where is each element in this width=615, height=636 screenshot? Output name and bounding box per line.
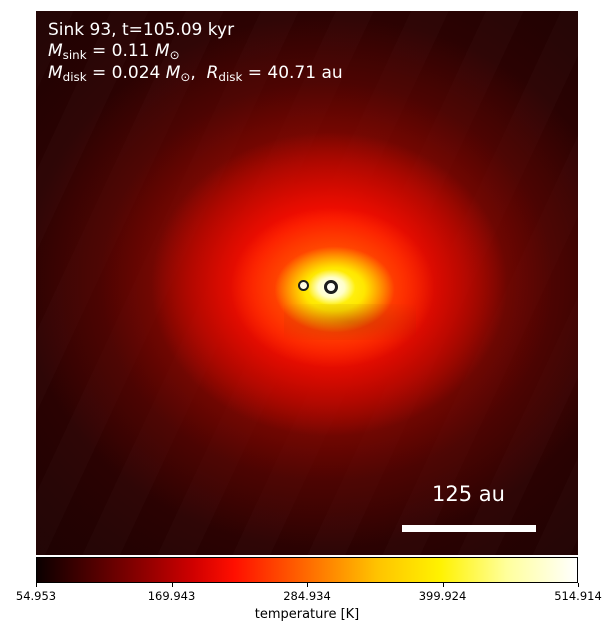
- colorbar-tick-3: [442, 583, 444, 587]
- colorbar: [36, 557, 578, 583]
- annotation-disk-mass-radius: Mdisk = 0.024 M⊙, Rdisk = 40.71 au: [48, 63, 343, 85]
- annotation-block: Sink 93, t=105.09 kyr Msink = 0.11 M⊙ Md…: [48, 20, 343, 85]
- msink-value: = 0.11: [86, 41, 155, 61]
- sink-marker-secondary: [298, 280, 309, 291]
- mdisk-value: = 0.024: [86, 63, 166, 83]
- msun-symbol-2: M: [165, 63, 181, 83]
- colorbar-gradient: [37, 558, 577, 582]
- msink-subscript: sink: [62, 47, 87, 62]
- rdisk-subscript: disk: [218, 69, 243, 84]
- colorbar-tick-2: [307, 583, 308, 587]
- msun-symbol: M: [154, 41, 170, 61]
- scale-bar: [402, 525, 536, 532]
- colorbar-tick-1: [171, 583, 173, 587]
- annotation-separator: ,: [190, 63, 207, 83]
- colorbar-tick-label-3: 399.924: [418, 589, 467, 603]
- temperature-map: Sink 93, t=105.09 kyr Msink = 0.11 M⊙ Md…: [36, 11, 578, 555]
- mdisk-symbol: M: [48, 63, 63, 83]
- annotation-sink-mass: Msink = 0.11 M⊙: [48, 41, 343, 63]
- colorbar-tick-label-4: 514.914: [554, 589, 602, 603]
- colorbar-tick-0: [36, 583, 37, 587]
- msun-subscript: ⊙: [169, 47, 180, 62]
- colorbar-axis: 54.953 169.943 284.934 399.924 514.914: [0, 583, 615, 613]
- disk-shadow-smudge: [284, 304, 416, 340]
- msun-subscript-2: ⊙: [180, 69, 191, 84]
- msink-symbol: M: [48, 41, 63, 61]
- rdisk-value: = 40.71 au: [242, 63, 343, 83]
- rdisk-symbol: R: [206, 63, 219, 83]
- colorbar-tick-4: [578, 583, 579, 587]
- annotation-title: Sink 93, t=105.09 kyr: [48, 20, 235, 40]
- colorbar-tick-label-0: 54.953: [15, 589, 57, 603]
- colorbar-tick-label-1: 169.943: [147, 589, 196, 603]
- mdisk-subscript: disk: [62, 69, 87, 84]
- scale-bar-label: 125 au: [432, 482, 505, 506]
- sink-marker-primary: [324, 280, 338, 294]
- colorbar-axis-label: temperature [K]: [254, 607, 360, 622]
- colorbar-tick-label-2: 284.934: [283, 589, 331, 603]
